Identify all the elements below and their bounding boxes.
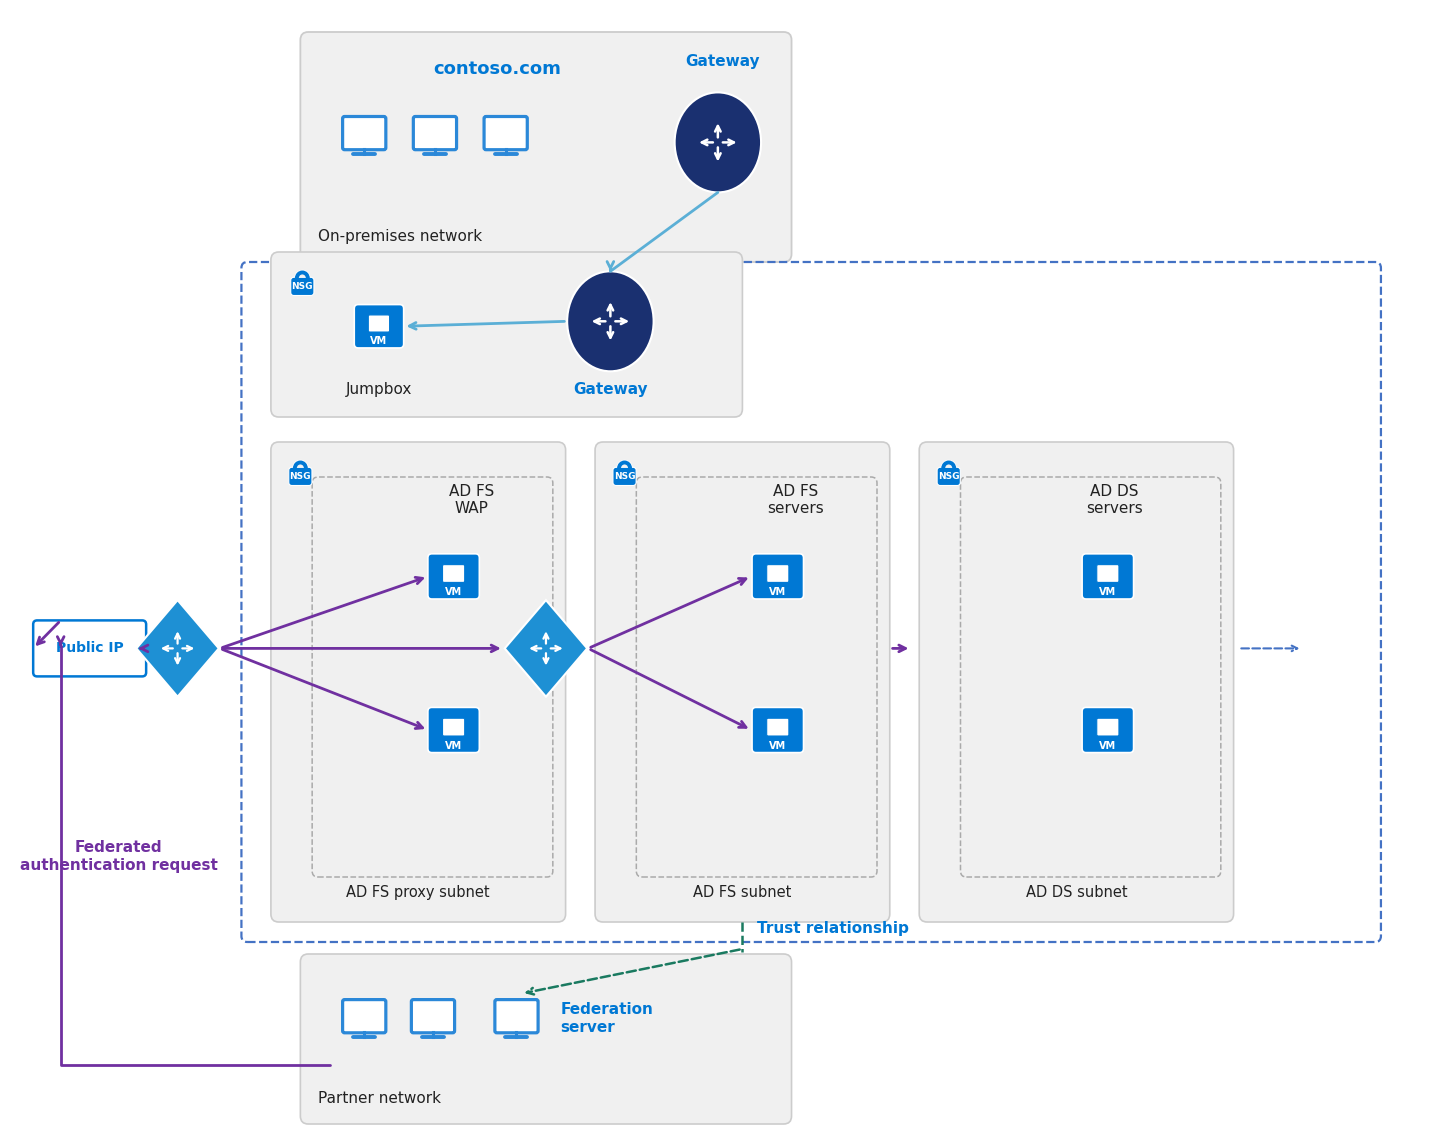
FancyBboxPatch shape — [291, 277, 314, 295]
Text: VM: VM — [1099, 588, 1116, 598]
FancyBboxPatch shape — [411, 1000, 454, 1032]
Text: AD FS
servers: AD FS servers — [767, 484, 824, 516]
FancyBboxPatch shape — [1082, 554, 1134, 599]
FancyBboxPatch shape — [752, 554, 804, 599]
FancyBboxPatch shape — [1096, 565, 1119, 583]
FancyBboxPatch shape — [613, 468, 636, 486]
Text: Trust relationship: Trust relationship — [757, 920, 909, 935]
FancyBboxPatch shape — [289, 468, 312, 486]
Text: Partner network: Partner network — [318, 1091, 441, 1106]
FancyBboxPatch shape — [428, 554, 480, 599]
Text: Jumpbox: Jumpbox — [345, 381, 413, 397]
FancyBboxPatch shape — [33, 620, 146, 677]
Text: AD FS proxy subnet: AD FS proxy subnet — [347, 885, 490, 900]
Text: NSG: NSG — [291, 282, 312, 291]
Text: VM: VM — [770, 740, 787, 751]
Text: NSG: NSG — [289, 472, 311, 481]
Text: Federation
server: Federation server — [560, 1003, 653, 1035]
FancyBboxPatch shape — [1096, 718, 1119, 736]
FancyBboxPatch shape — [413, 117, 457, 149]
FancyBboxPatch shape — [354, 305, 404, 348]
FancyBboxPatch shape — [937, 468, 960, 486]
Polygon shape — [504, 600, 588, 696]
FancyBboxPatch shape — [368, 315, 390, 332]
FancyBboxPatch shape — [919, 441, 1234, 921]
Text: VM: VM — [770, 588, 787, 598]
Text: AD DS
servers: AD DS servers — [1086, 484, 1142, 516]
Text: VM: VM — [446, 740, 463, 751]
FancyBboxPatch shape — [443, 565, 464, 583]
Ellipse shape — [567, 272, 653, 371]
Polygon shape — [136, 600, 219, 696]
FancyBboxPatch shape — [595, 441, 890, 921]
Text: VM: VM — [370, 336, 387, 346]
Text: On-premises network: On-premises network — [318, 229, 481, 245]
FancyBboxPatch shape — [484, 117, 527, 149]
FancyBboxPatch shape — [271, 252, 742, 417]
FancyBboxPatch shape — [767, 718, 790, 736]
FancyBboxPatch shape — [752, 708, 804, 753]
FancyBboxPatch shape — [301, 954, 791, 1124]
Text: AD FS
WAP: AD FS WAP — [449, 484, 494, 516]
Text: Gateway: Gateway — [573, 381, 648, 397]
Text: NSG: NSG — [613, 472, 635, 481]
FancyBboxPatch shape — [301, 32, 791, 261]
FancyBboxPatch shape — [271, 441, 566, 921]
Text: Public IP: Public IP — [56, 642, 123, 655]
Text: VM: VM — [1099, 740, 1116, 751]
Text: Federated
authentication request: Federated authentication request — [20, 840, 218, 873]
FancyBboxPatch shape — [767, 565, 790, 583]
FancyBboxPatch shape — [494, 1000, 539, 1032]
Text: AD DS subnet: AD DS subnet — [1026, 885, 1128, 900]
Text: contoso.com: contoso.com — [433, 60, 560, 78]
FancyBboxPatch shape — [428, 708, 480, 753]
FancyBboxPatch shape — [1082, 708, 1134, 753]
FancyBboxPatch shape — [342, 1000, 385, 1032]
FancyBboxPatch shape — [443, 718, 464, 736]
Ellipse shape — [675, 93, 761, 192]
Text: AD FS subnet: AD FS subnet — [694, 885, 791, 900]
Text: VM: VM — [446, 588, 463, 598]
Text: Gateway: Gateway — [685, 54, 759, 69]
Text: NSG: NSG — [939, 472, 960, 481]
FancyBboxPatch shape — [342, 117, 385, 149]
